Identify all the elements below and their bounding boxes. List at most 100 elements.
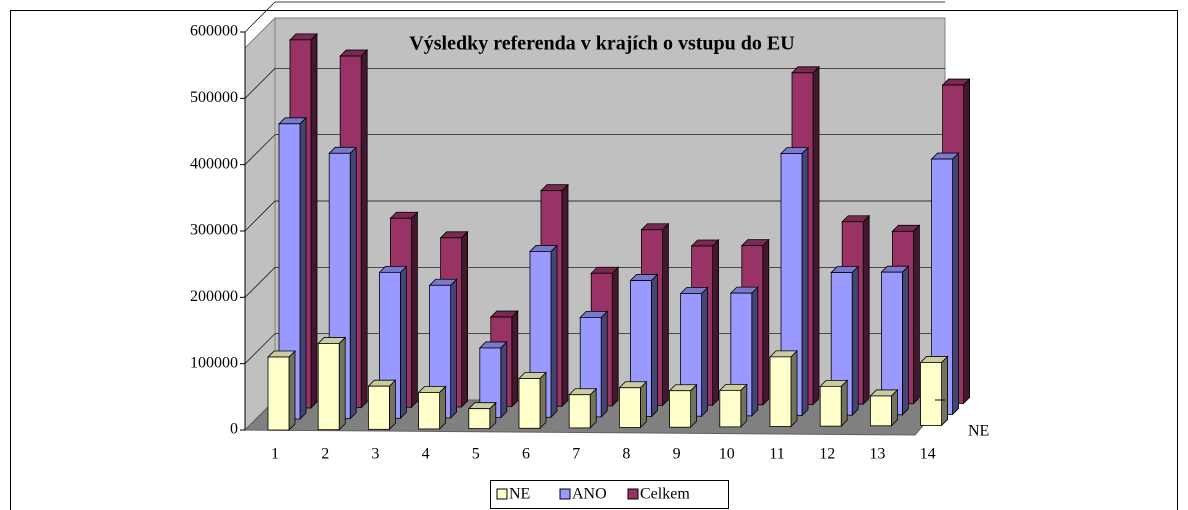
legend-label: Celkem xyxy=(640,486,690,503)
bar-front xyxy=(418,392,441,430)
bar-side xyxy=(461,230,469,408)
bar-side xyxy=(349,146,357,420)
y-tick-label: 100000 xyxy=(190,354,238,371)
bar-side xyxy=(762,238,770,406)
bar-side xyxy=(851,265,859,417)
x-tick-label: 4 xyxy=(422,446,430,463)
bar-side xyxy=(500,340,508,419)
bar-side xyxy=(902,265,909,416)
x-tick-label: 9 xyxy=(673,446,681,463)
bar xyxy=(718,383,748,428)
bar xyxy=(618,380,648,429)
x-tick-label: 7 xyxy=(572,446,580,463)
bar xyxy=(830,265,860,417)
bar-side xyxy=(840,379,848,428)
bar xyxy=(568,387,598,429)
bar-side xyxy=(310,32,318,409)
bar xyxy=(930,152,960,416)
bar-side xyxy=(410,211,418,409)
bar-front xyxy=(317,343,340,431)
bar-front xyxy=(870,395,892,427)
bar xyxy=(478,340,508,419)
x-tick-label: 2 xyxy=(321,446,329,463)
bar-side xyxy=(539,371,547,430)
grid-line xyxy=(244,67,945,99)
bar xyxy=(919,355,949,427)
bar-side xyxy=(963,78,970,405)
bar xyxy=(267,350,296,431)
x-tick-label: 14 xyxy=(920,446,936,463)
bar-front xyxy=(719,389,742,428)
bar-side xyxy=(388,379,396,431)
grid-line xyxy=(244,333,945,364)
bar-front xyxy=(819,385,842,427)
x-tick-label: 10 xyxy=(719,446,735,463)
bar-front xyxy=(669,390,691,428)
bar-front xyxy=(468,408,491,430)
bar-side xyxy=(712,239,719,407)
bar xyxy=(428,278,458,419)
bar-front xyxy=(619,387,641,428)
bar-side xyxy=(288,350,296,431)
y-tick-label: 600000 xyxy=(190,23,238,40)
bar-side xyxy=(550,244,558,419)
bar-front xyxy=(568,394,591,429)
x-tick-label: 6 xyxy=(522,446,530,463)
bar-side xyxy=(450,278,458,419)
chart-title: Výsledky referenda v krajích o vstupu do… xyxy=(409,33,794,55)
bar xyxy=(278,116,307,420)
bar-side xyxy=(299,116,307,420)
bar xyxy=(869,388,899,427)
legend-label: ANO xyxy=(572,486,607,503)
bar xyxy=(467,401,497,430)
legend-swatch xyxy=(559,488,571,500)
bar-side xyxy=(600,310,608,418)
bar xyxy=(880,265,910,416)
x-tick-label: 8 xyxy=(622,446,630,463)
y-tick-label: 500000 xyxy=(190,89,238,106)
bar xyxy=(518,371,547,430)
bar-side xyxy=(913,224,920,405)
bar-side xyxy=(790,349,798,428)
x-tick-label: 12 xyxy=(819,446,835,463)
legend-swatch xyxy=(496,488,508,500)
bar-front xyxy=(267,356,290,431)
bar xyxy=(417,385,447,430)
x-tick-label: 5 xyxy=(472,446,480,463)
bar-side xyxy=(701,286,708,418)
legend-label: NE xyxy=(509,486,530,503)
depth-label: NE xyxy=(968,423,989,440)
bar-side xyxy=(651,273,658,418)
bar-side xyxy=(360,49,368,409)
grid-line xyxy=(244,1,945,33)
bar-side xyxy=(662,222,669,407)
bar-front xyxy=(920,362,942,426)
x-tick-label: 13 xyxy=(869,446,885,463)
bar xyxy=(668,383,698,429)
x-tick-label: 11 xyxy=(769,446,784,463)
legend-swatch xyxy=(627,488,639,500)
bar-side xyxy=(751,286,759,417)
grid-line xyxy=(244,134,945,165)
bar-side xyxy=(589,387,597,429)
bar-side xyxy=(690,383,697,429)
bar-side xyxy=(399,265,407,420)
bar xyxy=(367,379,397,431)
bar-side xyxy=(611,266,619,407)
bar-side xyxy=(640,380,647,429)
y-tick-label: 200000 xyxy=(190,288,238,305)
grid-line xyxy=(244,266,945,298)
bar-side xyxy=(952,152,959,416)
bar-front xyxy=(769,356,792,427)
bar xyxy=(819,379,849,428)
legend xyxy=(490,480,729,509)
bar-side xyxy=(740,383,748,428)
bar-side xyxy=(511,310,519,408)
bar-side xyxy=(439,385,447,430)
bar-side xyxy=(561,183,569,408)
y-tick-label: 300000 xyxy=(190,222,238,239)
bar-side xyxy=(812,65,820,406)
bar-side xyxy=(941,355,948,427)
bar-side xyxy=(801,146,809,417)
